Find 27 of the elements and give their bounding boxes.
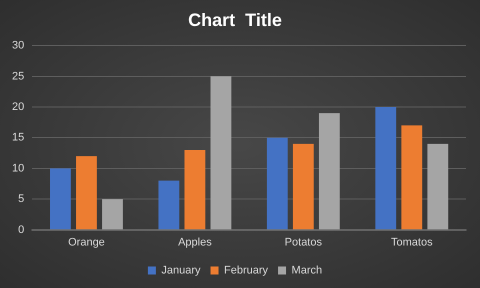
- x-tick-label: Tomatos: [390, 236, 434, 248]
- y-tick-label: 0: [18, 224, 24, 236]
- legend-label: March: [292, 264, 322, 277]
- bar: [210, 76, 232, 230]
- y-tick-label: 20: [12, 101, 24, 114]
- bar: [102, 199, 123, 230]
- bar: [184, 150, 206, 230]
- y-tick-label: 10: [12, 162, 24, 174]
- x-tick-label: Orange: [68, 236, 105, 248]
- bar: [266, 138, 288, 230]
- y-tick-label: 15: [12, 132, 24, 144]
- bar: [375, 107, 396, 230]
- x-tick-label: Potatos: [284, 236, 322, 248]
- y-tick-label: 30: [12, 40, 24, 52]
- chart-title: Chart Title: [188, 10, 282, 30]
- bar: [292, 144, 314, 230]
- bar: [76, 156, 97, 230]
- y-tick-label: 5: [18, 193, 24, 206]
- bar: [401, 125, 422, 230]
- bar: [318, 113, 340, 230]
- bar: [50, 168, 71, 230]
- y-tick-label: 25: [12, 70, 24, 82]
- legend-label: January: [161, 264, 202, 277]
- x-tick-label: Apples: [178, 236, 212, 248]
- bar: [427, 144, 448, 230]
- legend-label: February: [224, 264, 269, 277]
- bar: [158, 180, 180, 230]
